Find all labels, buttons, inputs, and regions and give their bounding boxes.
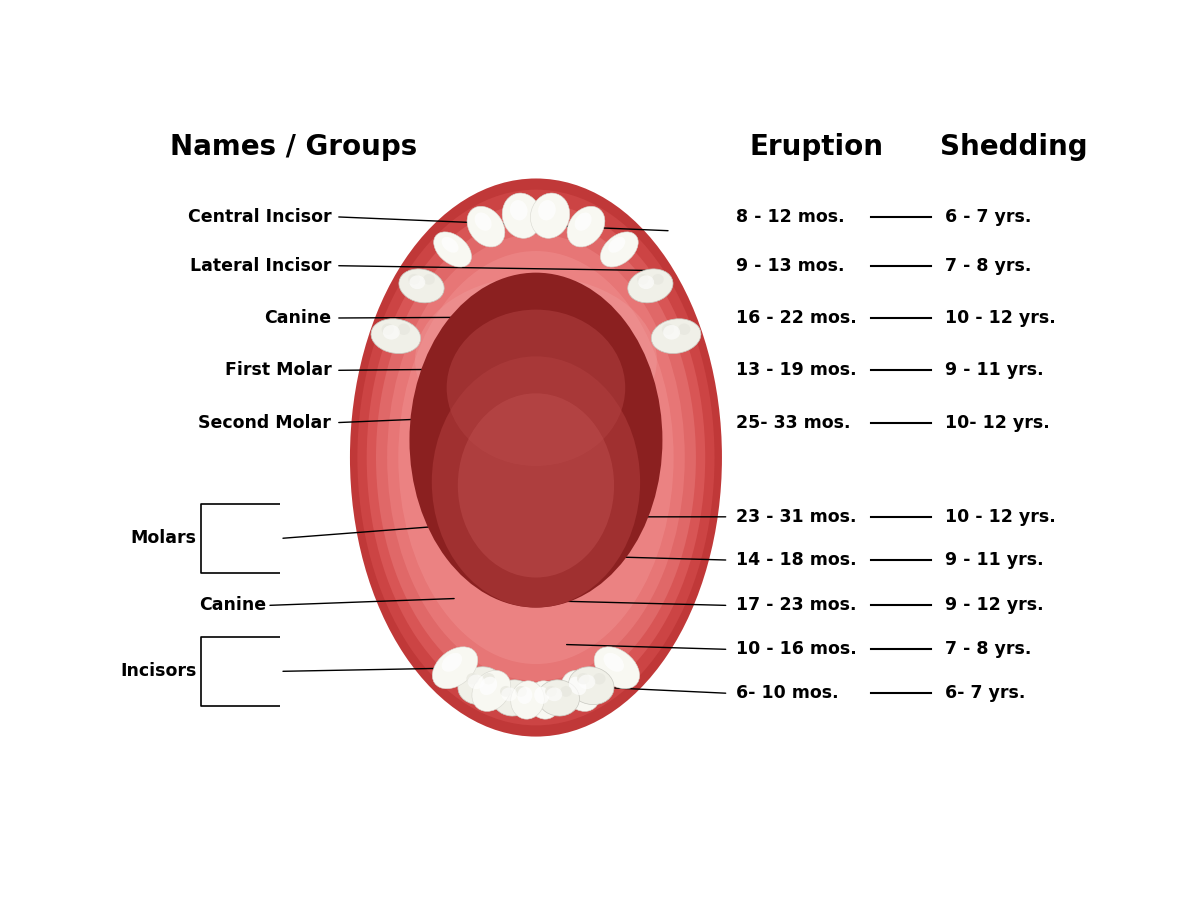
- Text: Shedding: Shedding: [941, 133, 1088, 161]
- Ellipse shape: [604, 653, 624, 671]
- Ellipse shape: [397, 323, 410, 335]
- Text: Second Molar: Second Molar: [198, 414, 331, 431]
- Ellipse shape: [510, 200, 528, 220]
- Text: 6- 7 yrs.: 6- 7 yrs.: [946, 684, 1026, 702]
- Text: Molars: Molars: [131, 529, 197, 547]
- Text: 25- 33 mos.: 25- 33 mos.: [736, 414, 851, 431]
- Ellipse shape: [546, 688, 563, 701]
- Ellipse shape: [480, 677, 497, 695]
- Ellipse shape: [458, 393, 614, 577]
- Ellipse shape: [467, 207, 505, 247]
- Text: 9 - 13 mos.: 9 - 13 mos.: [736, 256, 845, 275]
- Text: 10 - 12 yrs.: 10 - 12 yrs.: [946, 508, 1056, 525]
- Ellipse shape: [432, 647, 478, 689]
- Ellipse shape: [534, 687, 550, 704]
- Ellipse shape: [569, 667, 614, 705]
- Text: 9 - 11 yrs.: 9 - 11 yrs.: [946, 551, 1044, 569]
- Ellipse shape: [382, 323, 394, 335]
- Ellipse shape: [678, 323, 690, 335]
- Text: 23 - 31 mos.: 23 - 31 mos.: [736, 508, 857, 525]
- Ellipse shape: [600, 232, 638, 267]
- Ellipse shape: [538, 200, 556, 220]
- Text: Central Incisor: Central Incisor: [187, 207, 331, 226]
- Ellipse shape: [442, 237, 458, 253]
- Text: Canine: Canine: [264, 309, 331, 327]
- Ellipse shape: [515, 686, 527, 697]
- Ellipse shape: [383, 325, 400, 340]
- Text: Names / Groups: Names / Groups: [170, 133, 418, 161]
- Ellipse shape: [433, 471, 638, 583]
- Ellipse shape: [415, 276, 656, 444]
- Text: Eruption: Eruption: [750, 133, 884, 161]
- Ellipse shape: [398, 269, 444, 303]
- Text: Canine: Canine: [199, 596, 266, 614]
- Ellipse shape: [528, 680, 562, 719]
- Ellipse shape: [562, 670, 600, 711]
- Text: 9 - 12 yrs.: 9 - 12 yrs.: [946, 596, 1044, 614]
- Ellipse shape: [568, 207, 605, 247]
- Ellipse shape: [367, 204, 706, 711]
- Text: 14 - 18 mos.: 14 - 18 mos.: [736, 551, 857, 569]
- Text: 8 - 12 mos.: 8 - 12 mos.: [736, 207, 845, 226]
- Text: 6 - 7 yrs.: 6 - 7 yrs.: [946, 207, 1032, 226]
- Text: 17 - 23 mos.: 17 - 23 mos.: [736, 596, 857, 614]
- Ellipse shape: [432, 356, 640, 608]
- Text: 10- 12 yrs.: 10- 12 yrs.: [946, 414, 1050, 431]
- Ellipse shape: [408, 274, 420, 284]
- Text: 9 - 11 yrs.: 9 - 11 yrs.: [946, 361, 1044, 380]
- Ellipse shape: [594, 647, 640, 689]
- Ellipse shape: [628, 269, 673, 303]
- Ellipse shape: [545, 686, 557, 697]
- Ellipse shape: [638, 275, 654, 289]
- Ellipse shape: [538, 680, 580, 716]
- Ellipse shape: [472, 670, 511, 711]
- Text: 6- 10 mos.: 6- 10 mos.: [736, 684, 839, 702]
- Ellipse shape: [652, 319, 701, 353]
- Ellipse shape: [467, 673, 479, 685]
- Ellipse shape: [358, 189, 714, 726]
- Ellipse shape: [664, 325, 680, 340]
- Ellipse shape: [442, 653, 462, 671]
- Ellipse shape: [350, 178, 722, 737]
- Text: 16 - 22 mos.: 16 - 22 mos.: [736, 309, 857, 327]
- Text: Incisors: Incisors: [120, 662, 197, 680]
- Ellipse shape: [608, 237, 625, 253]
- Ellipse shape: [560, 686, 572, 697]
- Ellipse shape: [511, 680, 545, 719]
- Ellipse shape: [433, 232, 472, 267]
- Text: 13 - 19 mos.: 13 - 19 mos.: [736, 361, 857, 380]
- Text: 10 - 16 mos.: 10 - 16 mos.: [736, 641, 857, 659]
- Ellipse shape: [502, 688, 517, 701]
- Ellipse shape: [371, 319, 421, 353]
- Ellipse shape: [569, 677, 587, 695]
- Ellipse shape: [482, 673, 494, 685]
- Ellipse shape: [409, 273, 662, 608]
- Ellipse shape: [468, 675, 485, 689]
- Ellipse shape: [376, 217, 696, 698]
- Ellipse shape: [578, 675, 595, 689]
- Ellipse shape: [503, 193, 541, 238]
- Ellipse shape: [575, 213, 592, 231]
- Ellipse shape: [662, 323, 674, 335]
- Ellipse shape: [500, 686, 511, 697]
- Ellipse shape: [458, 667, 503, 705]
- Ellipse shape: [652, 274, 664, 284]
- Text: First Molar: First Molar: [224, 361, 331, 380]
- Ellipse shape: [388, 235, 685, 680]
- Ellipse shape: [446, 310, 625, 466]
- Ellipse shape: [475, 213, 492, 231]
- Ellipse shape: [577, 673, 589, 685]
- Text: 7 - 8 yrs.: 7 - 8 yrs.: [946, 641, 1032, 659]
- Ellipse shape: [517, 687, 533, 704]
- Ellipse shape: [593, 673, 606, 685]
- Text: 10 - 12 yrs.: 10 - 12 yrs.: [946, 309, 1056, 327]
- Ellipse shape: [424, 274, 434, 284]
- Ellipse shape: [409, 275, 425, 289]
- Text: Lateral Incisor: Lateral Incisor: [190, 256, 331, 275]
- Ellipse shape: [398, 251, 673, 664]
- Ellipse shape: [492, 680, 534, 716]
- Ellipse shape: [637, 274, 649, 284]
- Text: 7 - 8 yrs.: 7 - 8 yrs.: [946, 256, 1032, 275]
- Ellipse shape: [530, 193, 570, 238]
